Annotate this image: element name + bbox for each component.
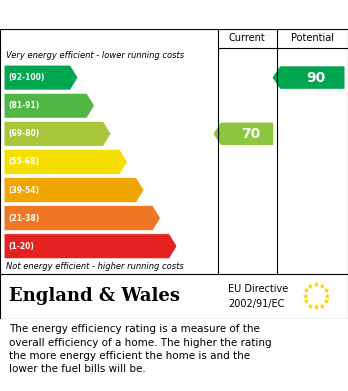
- Text: A: A: [76, 70, 88, 85]
- Text: (1-20): (1-20): [8, 242, 34, 251]
- Text: EU Directive: EU Directive: [228, 284, 288, 294]
- Text: E: E: [142, 183, 152, 197]
- Polygon shape: [272, 66, 345, 89]
- Text: ★: ★: [313, 280, 319, 289]
- Polygon shape: [4, 178, 144, 203]
- Text: C: C: [109, 126, 120, 141]
- Text: ★: ★: [313, 303, 319, 312]
- Text: G: G: [175, 239, 188, 254]
- Text: 70: 70: [241, 127, 260, 141]
- Text: Energy Efficiency Rating: Energy Efficiency Rating: [9, 7, 219, 22]
- Text: Very energy efficient - lower running costs: Very energy efficient - lower running co…: [6, 51, 184, 60]
- Text: (81-91): (81-91): [8, 101, 40, 110]
- Polygon shape: [4, 149, 127, 174]
- Text: F: F: [159, 211, 169, 226]
- Text: ★: ★: [301, 292, 308, 301]
- Text: ★: ★: [307, 282, 314, 291]
- Text: ★: ★: [318, 282, 325, 291]
- Text: ★: ★: [323, 286, 329, 295]
- Text: D: D: [126, 154, 138, 169]
- Text: ★: ★: [318, 301, 325, 310]
- Polygon shape: [4, 234, 177, 258]
- Text: (69-80): (69-80): [8, 129, 40, 138]
- Polygon shape: [4, 65, 78, 90]
- Text: The energy efficiency rating is a measure of the
overall efficiency of a home. T: The energy efficiency rating is a measur…: [9, 325, 271, 374]
- Text: ★: ★: [303, 298, 309, 307]
- Polygon shape: [4, 122, 111, 146]
- Text: Current: Current: [229, 34, 266, 43]
- Text: ★: ★: [307, 301, 314, 310]
- Text: England & Wales: England & Wales: [9, 287, 180, 305]
- Text: Not energy efficient - higher running costs: Not energy efficient - higher running co…: [6, 262, 184, 271]
- Polygon shape: [213, 122, 273, 145]
- Text: (21-38): (21-38): [8, 213, 40, 222]
- Text: 2002/91/EC: 2002/91/EC: [228, 299, 284, 309]
- Text: Potential: Potential: [291, 34, 334, 43]
- Text: B: B: [93, 98, 104, 113]
- Text: 90: 90: [306, 71, 325, 84]
- Text: (92-100): (92-100): [8, 73, 45, 82]
- Polygon shape: [4, 206, 160, 230]
- Text: ★: ★: [303, 286, 309, 295]
- Text: ★: ★: [324, 292, 331, 301]
- Text: (55-68): (55-68): [8, 158, 39, 167]
- Polygon shape: [4, 93, 94, 118]
- Text: (39-54): (39-54): [8, 185, 39, 194]
- Text: ★: ★: [323, 298, 329, 307]
